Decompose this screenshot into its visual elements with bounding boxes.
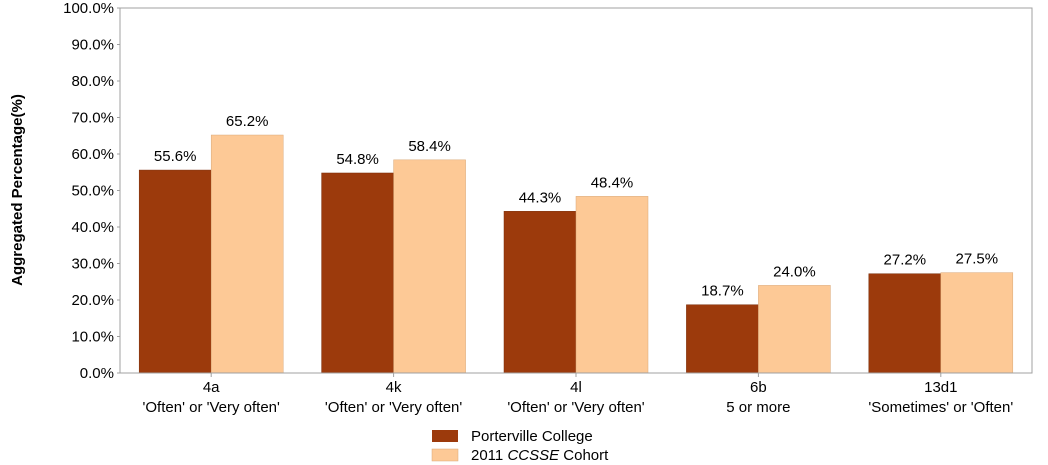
y-tick-label: 60.0% [71,146,114,163]
x-category-code: 4k [386,379,402,396]
data-label: 65.2% [226,113,269,130]
y-tick-label: 10.0% [71,329,114,346]
y-tick-label: 80.0% [71,73,114,90]
data-label: 18.7% [701,283,744,300]
y-tick-label: 40.0% [71,219,114,236]
bar-porterville-4l [503,211,577,374]
data-label: 58.4% [408,138,451,155]
y-tick-label: 90.0% [71,37,114,54]
bar-ccsse-cohort-4k [393,159,466,374]
y-axis-title-group: Aggregated Percentage(%) [9,94,26,286]
bar-ccsse-cohort-6b [758,285,831,374]
category-labels: 4a 'Often' or 'Very often' 4k 'Often' or 'V… [143,373,1013,416]
y-tick-label: 0.0% [80,365,114,382]
x-category-response: 'Often' or 'Very often' [325,399,462,416]
y-tick-label: 50.0% [71,183,114,200]
y-tick-labels: 0.0% 10.0% 20.0% 30.0% 40.0% 50.0% 60.0% 70.0% 8… [63,0,120,382]
bar-ccsse-cohort-4a [210,134,284,374]
x-category-response: 'Often' or 'Very often' [507,399,644,416]
bar-porterville-13d1 [868,273,942,374]
legend-swatch-ccsse-cohort [431,448,459,462]
data-label: 55.6% [154,148,197,165]
y-axis-title: Aggregated Percentage(%) [9,94,26,286]
y-tick-label: 70.0% [71,110,114,127]
y-tick-label: 20.0% [71,292,114,309]
data-label: 27.2% [884,252,927,269]
legend-label-ccsse-suffix: Cohort [559,447,609,464]
bar-porterville-6b [686,304,759,374]
legend-swatch-porterville [432,430,458,442]
legend: Porterville College 2011 CCSSE Cohort [431,428,609,464]
x-category-response: 'Sometimes' or 'Often' [868,399,1013,416]
y-tick-label: 100.0% [63,0,114,17]
x-category-code: 4l [570,379,582,396]
bar-ccsse-cohort-13d1 [940,272,1014,374]
data-label: 24.0% [773,263,816,280]
legend-label-ccsse-italic: CCSSE [507,447,560,464]
x-category-response: 5 or more [726,399,790,416]
bar-ccsse-cohort-4l [575,196,649,374]
x-category-code: 4a [203,379,220,396]
legend-label-ccsse-prefix: 2011 [471,447,507,464]
data-label: 27.5% [956,251,999,268]
legend-label-ccsse-cohort: 2011 CCSSE Cohort [471,447,609,464]
bars [138,134,1014,374]
data-label: 54.8% [336,151,379,168]
data-labels: 55.6% 65.2% 54.8% 58.4% 44.3% 48.4% 18.7% 24.0%… [154,113,998,300]
x-category-response: 'Often' or 'Very often' [143,399,280,416]
x-category-code: 6b [750,379,767,396]
x-category-code: 13d1 [924,379,957,396]
bar-porterville-4k [321,172,394,374]
y-tick-label: 30.0% [71,256,114,273]
data-label: 44.3% [519,189,562,206]
data-label: 48.4% [591,174,634,191]
legend-label-porterville: Porterville College [471,428,593,445]
bar-porterville-4a [138,169,212,374]
